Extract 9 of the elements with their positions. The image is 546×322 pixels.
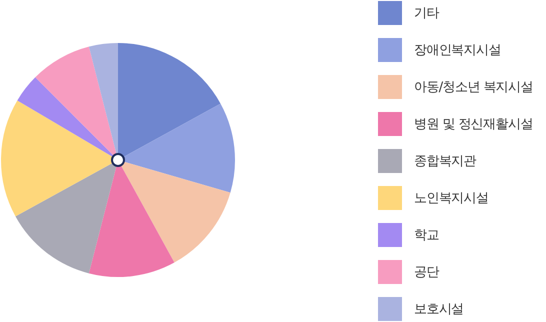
legend-label: 보호시설 [414, 301, 464, 318]
legend-label: 장애인복지시설 [414, 42, 501, 59]
legend-label: 아동/청소년 복지시설 [414, 79, 533, 96]
legend-label: 학교 [414, 227, 439, 244]
legend-label: 병원 및 정신재활시설 [414, 116, 533, 133]
legend-label: 종합복지관 [414, 153, 476, 170]
legend-label: 노인복지시설 [414, 190, 488, 207]
legend-label: 기타 [414, 5, 439, 22]
legend-label: 공단 [414, 264, 439, 281]
